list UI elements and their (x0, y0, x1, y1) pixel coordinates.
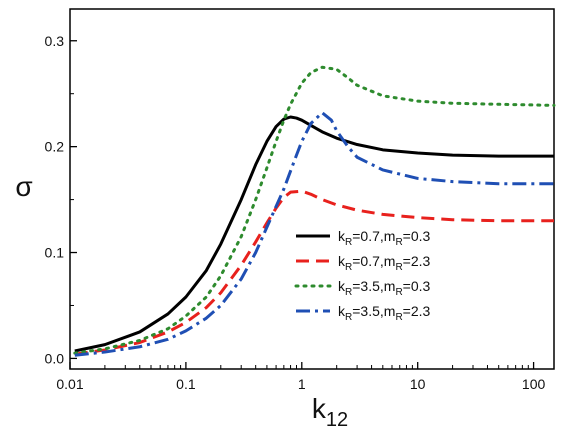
legend: kR=0.7,mR=0.3 kR=0.7,mR=2.3 kR=3.5,mR=0.3 k… (294, 228, 431, 323)
series-line-3 (73, 65, 556, 355)
series-line-4 (74, 111, 554, 357)
y-tick-label: 0.2 (45, 139, 65, 155)
series-line-1 (74, 115, 554, 353)
x-axis-title-main: k (312, 393, 327, 424)
x-axis-title-sub: 12 (326, 409, 348, 431)
x-tick-label: 1 (298, 376, 306, 392)
x-tick-label: 0.1 (176, 376, 196, 392)
x-tick-label: 0.01 (56, 376, 83, 392)
series-layer (73, 65, 556, 357)
legend-label-3: kR=3.5,mR=0.3 (338, 278, 431, 298)
plot-frame (69, 8, 555, 370)
y-axis-title: σ (15, 171, 32, 202)
x-tick-label: 10 (410, 376, 426, 392)
y-tick-label: 0.0 (45, 350, 65, 366)
y-tick-label: 0.1 (45, 245, 65, 261)
legend-label-1: kR=0.7,mR=0.3 (338, 228, 431, 248)
legend-label-2: kR=0.7,mR=2.3 (338, 253, 431, 273)
y-tick-label: 0.3 (45, 33, 65, 49)
series-line-2 (74, 189, 554, 356)
x-axis-ticks: 0.01 0.1 1 10 100 (56, 362, 545, 392)
x-tick-label: 100 (522, 376, 546, 392)
y-axis-ticks: 0.0 0.1 0.2 0.3 (45, 33, 77, 366)
x-axis-title: k12 (312, 393, 348, 431)
legend-label-4: kR=3.5,mR=2.3 (338, 303, 431, 323)
